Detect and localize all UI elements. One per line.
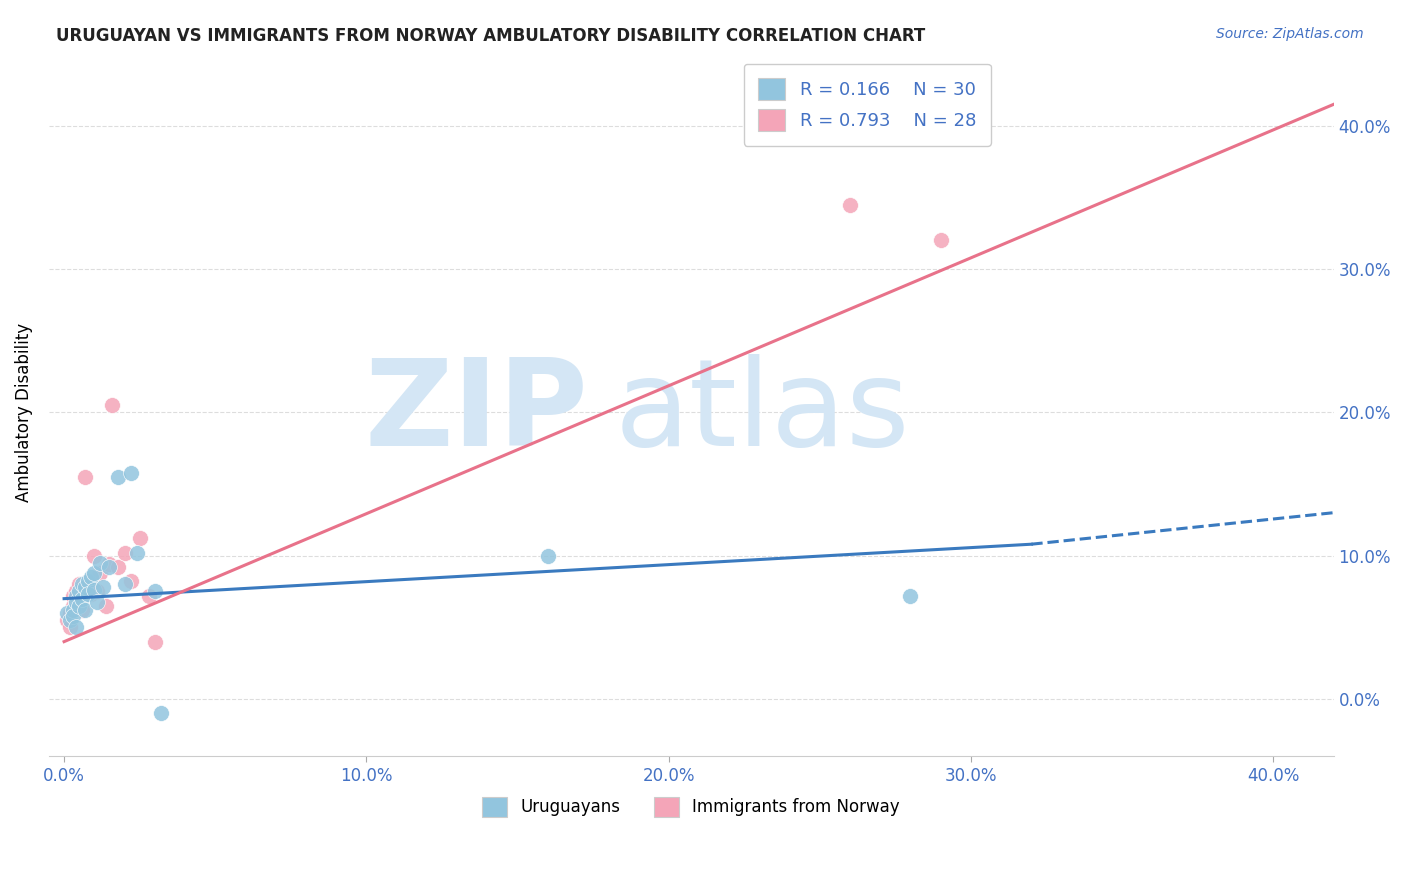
Point (62, 589, 84, 603)
Point (70, 577, 93, 591)
Point (67, 599, 90, 613)
Text: Source: ZipAtlas.com: Source: ZipAtlas.com (1216, 27, 1364, 41)
Point (89, 556, 111, 570)
Point (65, 584, 87, 599)
Legend: Uruguayans, Immigrants from Norway: Uruguayans, Immigrants from Norway (475, 790, 907, 823)
Point (537, 549, 560, 563)
Point (839, 197, 862, 211)
Point (65, 594, 87, 608)
Point (70, 580, 93, 594)
Point (59, 613, 82, 627)
Point (107, 470, 129, 484)
Point (65, 594, 87, 608)
Point (98, 558, 121, 572)
Point (75, 603, 97, 617)
Point (77, 587, 100, 601)
Point (67, 591, 90, 606)
Y-axis label: Ambulatory Disability: Ambulatory Disability (15, 323, 32, 502)
Point (56, 613, 79, 627)
Point (114, 577, 136, 591)
Point (929, 234, 952, 248)
Point (89, 566, 111, 580)
Point (900, 589, 922, 603)
Point (86, 584, 108, 599)
Point (59, 620, 82, 634)
Point (86, 594, 108, 608)
Point (70, 603, 93, 617)
Point (80, 587, 103, 601)
Point (80, 570, 103, 584)
Point (120, 466, 142, 480)
Point (83, 549, 105, 563)
Point (77, 574, 100, 589)
Point (75, 580, 97, 594)
Point (77, 574, 100, 589)
Point (107, 560, 129, 574)
Point (67, 584, 90, 599)
Point (65, 589, 87, 603)
Point (120, 574, 142, 589)
Point (98, 560, 121, 574)
Point (83, 582, 105, 597)
Point (70, 591, 93, 606)
Point (138, 589, 160, 603)
Point (62, 608, 84, 623)
Text: atlas: atlas (614, 354, 910, 471)
Text: ZIP: ZIP (364, 354, 589, 471)
Point (93, 580, 115, 594)
Point (128, 532, 150, 546)
Point (59, 606, 82, 620)
Point (125, 546, 148, 560)
Point (62, 603, 84, 617)
Point (143, 634, 166, 648)
Point (96, 599, 118, 613)
Point (62, 599, 84, 613)
Text: URUGUAYAN VS IMMIGRANTS FROM NORWAY AMBULATORY DISABILITY CORRELATION CHART: URUGUAYAN VS IMMIGRANTS FROM NORWAY AMBU… (56, 27, 925, 45)
Point (101, 398, 124, 412)
Point (143, 584, 166, 599)
Point (83, 566, 105, 580)
Point (67, 577, 90, 591)
Point (65, 620, 87, 634)
Point (114, 546, 136, 560)
Point (149, 706, 172, 721)
Point (56, 606, 79, 620)
Point (75, 470, 97, 484)
